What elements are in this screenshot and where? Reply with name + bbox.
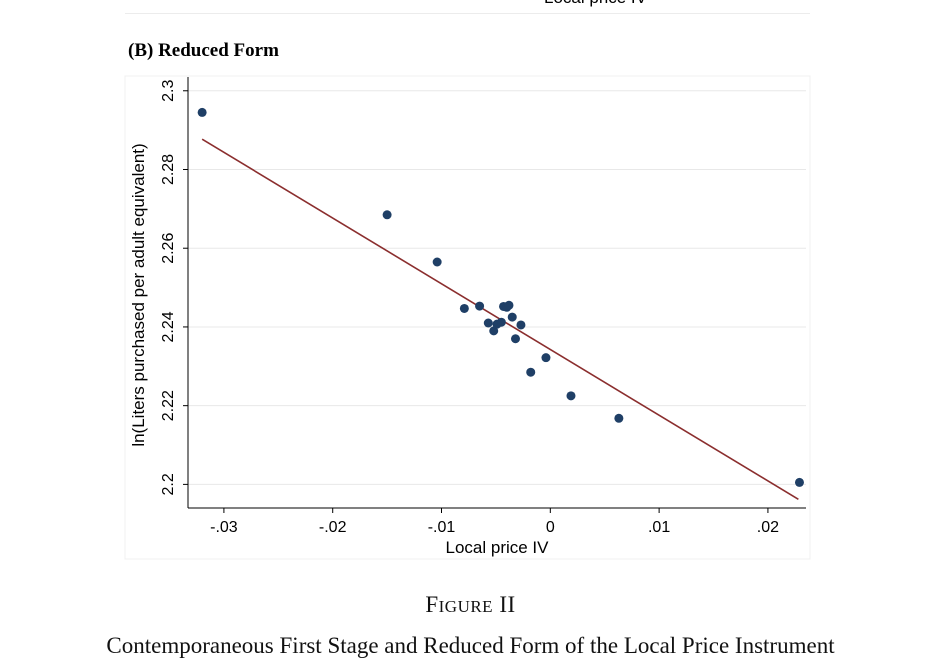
data-point-12 [507,312,517,322]
data-point-0 [197,107,207,117]
y-tick-label: 2.24 [160,311,177,342]
x-tick-label: -.03 [210,519,238,536]
data-point-8 [496,317,506,327]
x-tick-label: 0 [546,519,555,536]
x-tick-label: .02 [757,519,779,536]
data-point-11 [504,300,514,310]
scatter-points [197,107,804,487]
y-tick-label: 2.26 [160,233,177,264]
x-tick-label: -.01 [428,519,456,536]
x-tick-label: -.02 [319,519,347,536]
figure-label: FIGURE II [0,592,941,618]
data-point-2 [432,257,442,267]
data-point-3 [459,303,469,313]
axes [187,77,806,509]
data-point-16 [541,353,551,363]
y-axis-label: ln(Liters purchased per adult equivalent… [129,143,148,446]
top-panel-xlabel: Local price IV [125,0,941,8]
data-point-6 [489,326,499,336]
plot-region-background [124,75,811,560]
figure-caption: Contemporaneous First Stage and Reduced … [106,633,835,658]
data-point-5 [483,318,493,328]
y-tick-label: 2.2 [160,473,177,495]
data-point-4 [475,301,485,311]
x-tick-label: .01 [648,519,670,536]
data-point-1 [382,210,392,220]
data-point-17 [566,391,576,401]
data-point-13 [510,334,520,344]
y-tick-label: 2.3 [160,80,177,102]
panel-title: (B) Reduced Form [128,40,279,61]
gridlines [188,90,806,485]
figure-label-text: FIGURE II [425,592,516,617]
data-point-14 [516,320,526,330]
y-tick-label: 2.22 [160,390,177,421]
data-point-18 [614,413,624,423]
y-tick-label: 2.28 [160,154,177,185]
ticks: -.03 -.02 -.01 0 .01 .02 2.2 2.22 2.24 2.26 2.28 2.… [160,80,779,536]
x-axis-label: Local price IV [446,538,550,557]
data-point-19 [794,477,804,487]
data-point-15 [526,367,536,377]
top-panel-edge: Local price IV [125,0,810,14]
